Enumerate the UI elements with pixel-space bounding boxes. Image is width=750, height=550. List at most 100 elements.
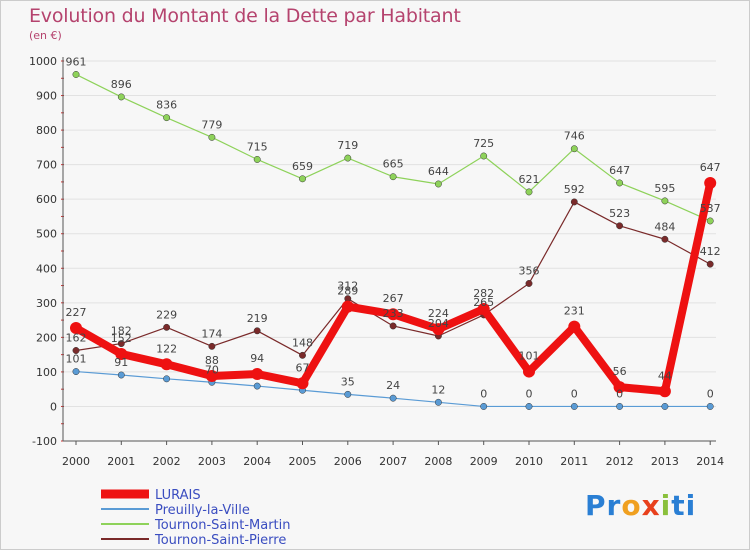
value-label: 182 [111,325,132,338]
data-point [163,375,171,383]
data-point [434,398,442,406]
legend-label: LURAIS [155,488,201,503]
value-label: 484 [654,220,675,233]
value-label: 24 [386,379,400,392]
value-label: 229 [156,308,177,321]
value-label: 152 [111,332,132,345]
value-label: 88 [205,354,219,367]
value-label: 647 [609,164,630,177]
y-tick-label: 200 [36,331,57,344]
value-label: 725 [473,137,494,150]
data-point [208,133,216,141]
data-point [251,367,264,380]
data-point [70,322,82,335]
value-label: 265 [473,296,494,309]
data-point [163,114,171,122]
data-point [661,235,669,243]
x-tick-label: 2004 [243,455,271,468]
data-point [661,197,669,205]
value-label: 523 [609,207,630,220]
value-label: 665 [383,158,404,171]
x-tick-label: 2002 [153,455,181,468]
data-point [477,303,490,316]
x-tick-label: 2005 [289,455,317,468]
value-label: 122 [156,342,177,355]
x-tick-label: 2010 [515,455,543,468]
data-point [115,347,128,360]
data-point [568,320,581,333]
data-point [480,152,488,160]
value-label: 231 [564,305,585,318]
value-label: 659 [292,160,313,173]
axes: -100010020030040050060070080090010002000… [29,55,724,468]
value-label: 312 [337,280,358,293]
data-point [661,403,669,410]
data-point [616,403,624,410]
data-point [160,358,173,371]
data-point [296,377,309,390]
series-lines [70,71,717,410]
data-point [613,381,626,394]
y-tick-label: 900 [36,90,57,103]
value-label: 746 [564,130,585,143]
value-label: 94 [250,352,264,365]
data-point [253,327,261,335]
data-point [480,403,488,410]
y-tick-label: 100 [36,366,57,379]
data-point [163,323,171,331]
value-label: 35 [341,375,355,388]
value-label: 356 [519,264,540,277]
value-label: 282 [473,287,494,300]
x-tick-label: 2007 [379,455,407,468]
value-label: 101 [66,353,87,366]
data-point [616,179,624,187]
value-label: 44 [658,369,672,382]
data-point [658,385,671,398]
value-label: 0 [480,387,487,400]
value-label: 719 [337,139,358,152]
data-point [704,176,717,189]
y-tick-label: 700 [36,159,57,172]
value-label: 715 [247,140,268,153]
data-point [72,71,80,78]
data-point [523,365,535,378]
value-label: 56 [613,365,627,378]
value-label: 148 [292,336,313,349]
data-point [570,198,578,206]
value-label: 647 [700,161,721,174]
data-point [117,93,125,101]
proxiti-logo: Proxiti [585,489,696,522]
value-label: 644 [428,165,449,178]
x-tick-label: 2000 [62,455,90,468]
value-label: 961 [66,55,87,68]
data-point [72,368,80,376]
value-label: 91 [114,356,128,369]
chart-title: Evolution du Montant de la Dette par Hab… [29,5,461,27]
data-point [299,175,306,183]
data-point [525,188,533,196]
value-label: 595 [654,182,675,195]
data-point [434,180,442,188]
data-point [344,154,352,162]
y-tick-label: 300 [36,297,57,310]
value-label: 289 [337,285,358,298]
data-point [299,351,306,359]
value-label: 233 [383,307,404,320]
data-point [389,394,397,402]
value-label: 267 [383,292,404,305]
y-tick-label: 500 [36,228,57,241]
legend: LURAISPreuilly-la-VilleTournon-Saint-Mar… [101,488,291,548]
legend-label: Tournon-Saint-Martin [154,518,291,533]
data-point [525,280,533,287]
data-point [117,340,125,348]
value-label: 0 [707,387,714,400]
data-point [344,390,352,398]
x-tick-label: 2013 [651,455,679,468]
data-point [208,342,216,350]
value-label: 224 [428,307,449,320]
y-tick-label: 0 [50,400,57,413]
y-tick-label: 800 [36,124,57,137]
data-point [525,403,533,410]
